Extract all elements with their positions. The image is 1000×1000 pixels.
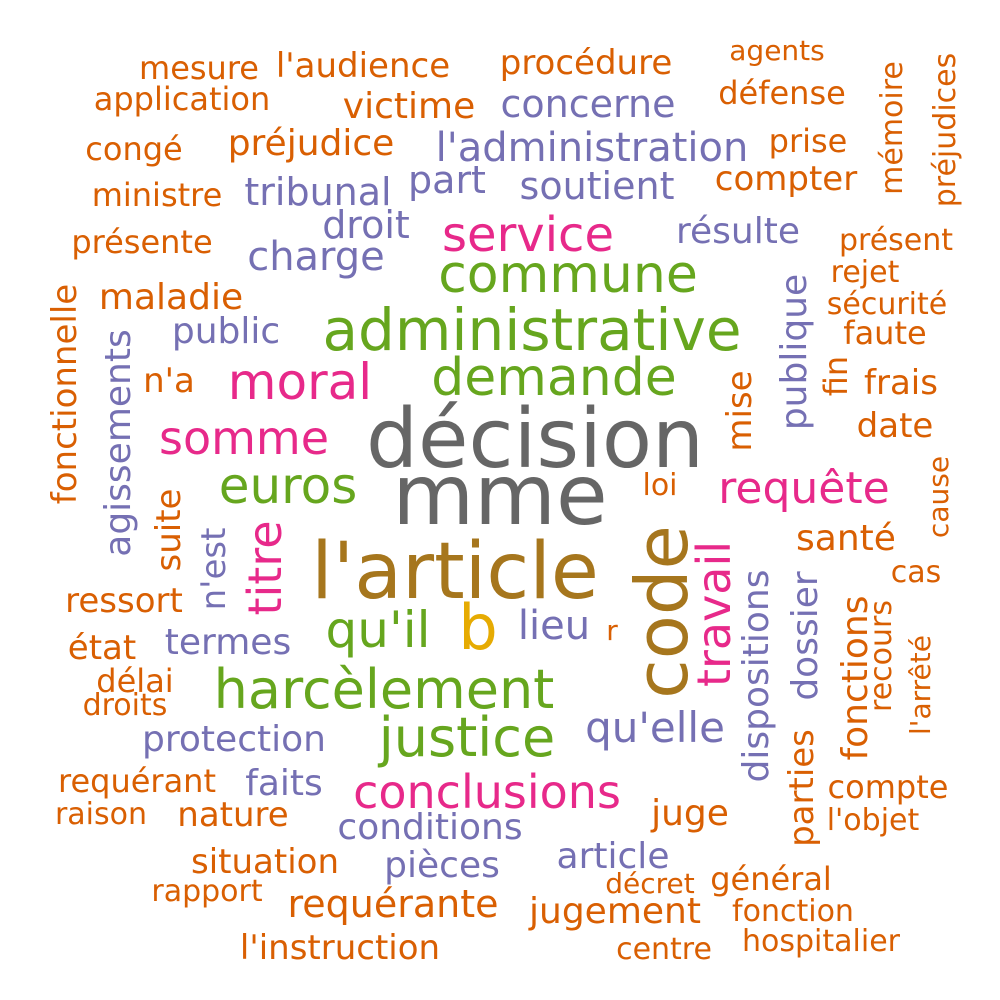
word-b: b [458,591,498,664]
word-pieces: pièces [384,845,500,886]
word-l-instruction: l'instruction [239,928,441,968]
word-publique: publique [774,273,815,431]
word-requerante: requérante [287,882,499,926]
word-memoire: mémoire [875,61,910,195]
word-commune: commune [438,245,698,305]
word-nature: nature [177,795,289,835]
word-recours: recours [864,600,899,712]
word-dispositions: dispositions [736,569,777,783]
word-ressort: ressort [65,581,183,621]
word-jugement: jugement [529,891,701,932]
word-termes: termes [164,622,292,663]
word-dossier: dossier [785,571,826,701]
word-mesure: mesure [139,49,259,87]
word-cas: cas [890,555,942,590]
word-compter: compter [714,159,858,199]
word-date: date [856,406,934,446]
word-qu-elle: qu'elle [585,703,725,752]
word-moral: moral [227,353,373,411]
word-prise: prise [768,122,848,160]
word-qu-il: qu'il [325,601,431,659]
word-requete: requête [718,463,890,514]
word-situation: situation [190,842,340,882]
word-agissements: agissements [98,329,139,557]
word-victime: victime [342,86,476,127]
word-rejet: rejet [830,255,900,290]
word-service: service [442,207,614,263]
word-ministre: ministre [91,176,223,214]
word-harcelement: harcèlement [213,658,555,721]
word-concerne: concerne [500,82,676,126]
word-article: article [556,836,670,877]
word-suite: suite [149,488,189,572]
word-l-administration: l'administration [435,125,749,171]
word-decret: décret [605,867,695,900]
word-administrative: administrative [322,296,742,364]
word-frais: frais [864,363,938,403]
word-l-objet: l'objet [826,803,920,838]
word-loi: loi [642,468,678,503]
word-travail: travail [687,540,741,688]
word-protection: protection [142,719,326,760]
word-securite: sécurité [826,287,948,322]
word-procedure: procédure [499,43,673,83]
word-decision: décision [365,392,705,487]
word-resulte: résulte [676,211,800,252]
word-public: public [171,311,281,352]
word-presente: présente [71,223,213,261]
word-cause: cause [922,455,955,539]
word-delai: délai [96,662,174,700]
word-prejudices: préjudices [928,52,963,208]
word-conge: congé [85,130,183,168]
word-faits: faits [245,763,323,804]
word-prejudice: préjudice [227,123,395,164]
word-hospitalier: hospitalier [742,924,900,959]
word-fonction: fonction [732,894,854,929]
word-fin: fin [817,355,855,397]
word-compte: compte [827,768,949,806]
word-faute: faute [843,314,927,352]
word-r: r [606,614,618,647]
word-mme: mme [392,446,608,544]
word-l-article: l'article [311,527,599,617]
word-demande: demande [431,348,677,408]
word-rapport: rapport [151,874,263,909]
word-conditions: conditions [337,807,523,848]
word-general: général [710,860,832,898]
word-sante: santé [796,518,896,559]
word-n-est: n'est [194,527,234,611]
word-maladie: maladie [98,277,244,318]
word-etat: état [67,628,137,668]
word-somme: somme [158,411,330,465]
word-l-audience: l'audience [275,46,451,86]
word-euros: euros [218,457,358,515]
word-n-a: n'a [143,361,195,401]
word-defense: défense [718,74,846,112]
word-raison: raison [54,797,148,832]
word-mise: mise [720,370,760,452]
word-parties: parties [782,729,822,847]
word-juge: juge [651,793,729,834]
word-application: application [93,80,271,118]
word-agents: agents [729,34,825,67]
word-tribunal: tribunal [244,170,392,214]
word-droits: droits [82,688,168,723]
word-justice: justice [378,706,556,769]
word-part: part [408,158,486,202]
word-centre: centre [616,932,712,967]
word-charge: charge [247,234,385,280]
word-titre: titre [238,520,292,616]
word-present: présent [838,223,954,258]
word-droit: droit [322,203,410,247]
word-l-arrete: l'arrêté [904,635,937,735]
word-lieu: lieu [517,603,591,649]
word-requerant: requérant [57,762,217,800]
word-soutient: soutient [519,164,675,208]
word-conclusions: conclusions [353,765,621,819]
word-fonctionnelle: fonctionnelle [45,283,85,505]
